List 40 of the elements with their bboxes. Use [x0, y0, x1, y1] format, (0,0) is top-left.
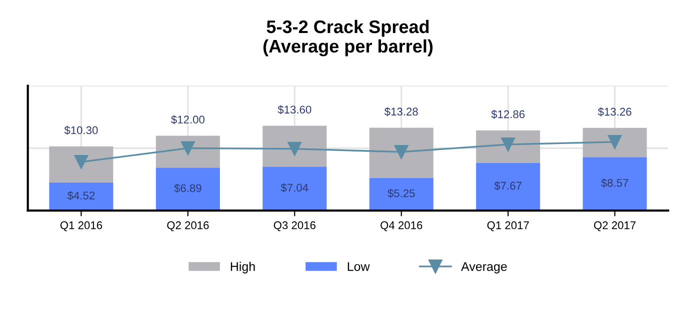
- data-label: $7.67: [494, 181, 522, 190]
- point: [180, 141, 195, 156]
- point: [394, 145, 408, 159]
- data-label: $8.57: [601, 178, 628, 188]
- legend-label: Low: [348, 262, 370, 271]
- bar: [476, 130, 540, 163]
- bar: [49, 146, 114, 182]
- total-label: $13.26: [598, 107, 632, 116]
- legend-label: High: [230, 262, 255, 274]
- total-label: $13.28: [384, 107, 418, 116]
- chart-title: 5-3-2 Crack Spread (Average per barrel): [263, 20, 433, 56]
- data-label: $6.89: [174, 184, 202, 193]
- point: [501, 138, 516, 152]
- bar: [582, 128, 647, 158]
- x-tick-label: Q3 2016: [274, 221, 316, 232]
- x-tick-label: Q2 2017: [594, 221, 636, 232]
- bar: [369, 128, 434, 178]
- bar: [582, 157, 647, 211]
- x-tick-label: Q1 2017: [487, 221, 529, 232]
- x-tick-label: Q2 2016: [167, 221, 209, 232]
- bar: [156, 168, 220, 211]
- legend-label: Average: [461, 262, 507, 274]
- data-label: $7.04: [280, 183, 308, 192]
- bar: [262, 166, 327, 211]
- data-label: $5.25: [388, 188, 415, 198]
- total-label: $12.00: [171, 115, 204, 124]
- bar: [262, 126, 327, 167]
- point: [74, 154, 88, 169]
- bar: [49, 182, 114, 211]
- bar: [369, 178, 434, 211]
- total-label: $12.86: [491, 110, 525, 119]
- x-tick-label: Q1 2016: [60, 221, 102, 232]
- total-label: $10.30: [64, 126, 98, 135]
- bar: [476, 162, 540, 211]
- data-label: $4.52: [67, 191, 95, 200]
- point: [608, 135, 622, 149]
- bar: [156, 136, 220, 168]
- point: [288, 142, 302, 156]
- x-tick-label: Q4 2016: [380, 221, 422, 232]
- total-label: $13.60: [278, 105, 312, 114]
